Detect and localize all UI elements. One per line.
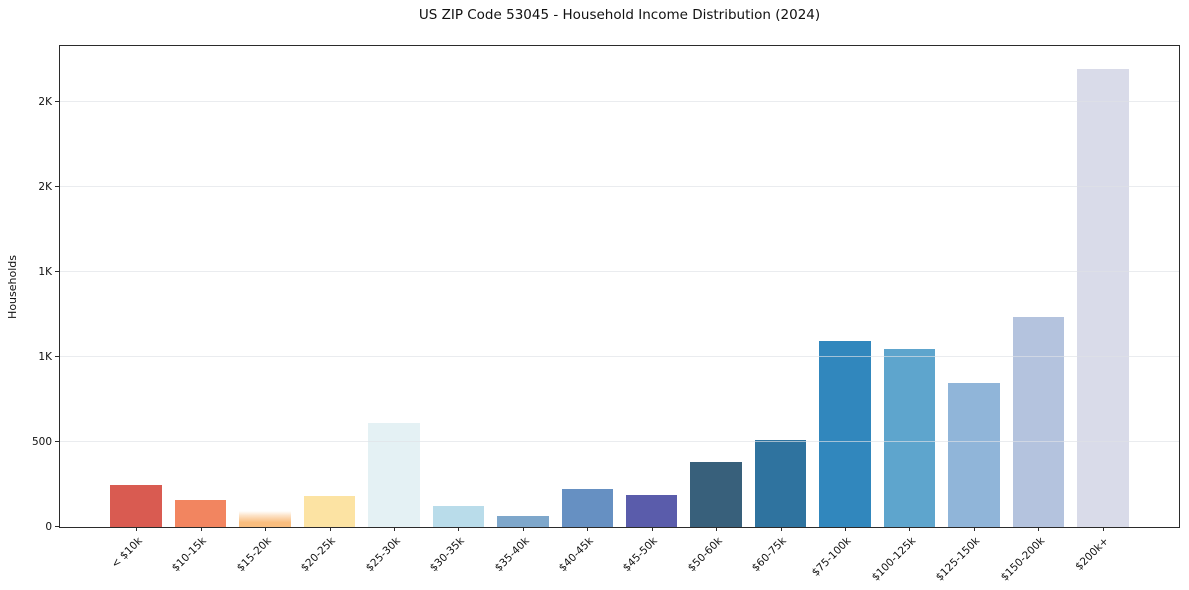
bar [754,440,807,527]
y-tick-mark [55,271,59,273]
bar [819,340,871,527]
bar-band: $150-200k [998,46,1070,584]
bar-band: < $10k [104,46,168,571]
x-tick-label: $40-45k [556,535,596,575]
x-tick-label: $30-35k [427,535,467,575]
bar [1077,68,1129,527]
bar-band: $25-30k [362,46,426,574]
x-tick-mark [780,527,782,531]
bar-band: $40-45k [555,46,619,574]
y-tick-mark [55,356,59,358]
x-tick-mark [1102,527,1104,531]
bar-band: $30-35k [426,46,490,574]
bars-row: < $10k $10-15k $15-20k $20-25k $25-30k $30-35… [60,46,1179,584]
x-tick-label: < $10k [109,535,145,571]
bar-band: $35-40k [491,46,555,574]
bar-band: $60-75k [748,46,812,574]
bar [239,510,291,527]
y-tick-label: 1K [38,351,52,364]
y-tick-mark [55,526,59,527]
bar [625,494,678,527]
bar-band: $45-50k [620,46,684,574]
bar [883,349,936,527]
y-tick-label: 1K [38,266,52,279]
y-tick-mark [55,441,59,443]
x-tick-label: $125-150k [933,535,983,584]
bar [432,505,485,527]
bar [497,515,549,527]
x-tick-mark [909,527,911,531]
bar [948,382,1000,527]
bar [303,495,356,527]
bar [690,461,742,527]
x-tick-label: $150-200k [998,535,1047,584]
x-tick-mark [845,527,847,531]
x-tick-label: $100-125k [869,535,918,584]
x-tick-mark [522,527,524,531]
x-tick-mark [393,527,395,531]
bar [110,485,162,527]
x-tick-label: $35-40k [492,535,532,575]
x-tick-label: $60-75k [749,535,790,575]
bar [561,488,614,527]
x-tick-label: $75-100k [809,535,854,579]
x-tick-label: $25-30k [363,535,403,575]
x-tick-mark [587,527,589,531]
x-tick-label: $20-25k [298,535,339,575]
y-tick-label: 0 [45,521,52,533]
x-tick-mark [1038,527,1040,531]
x-tick-mark [458,527,460,531]
x-tick-label: $45-50k [621,535,661,575]
y-tick-mark [55,186,59,188]
bar [1012,317,1065,527]
chart-title: US ZIP Code 53045 - Household Income Dis… [418,7,821,23]
y-tick-label: 500 [31,436,52,449]
y-axis-label-text: Households [5,254,19,319]
x-tick-mark [973,527,975,531]
bar-band: $50-60k [684,46,748,574]
x-tick-mark [651,527,653,531]
y-tick-label: 2K [38,181,52,194]
x-tick-mark [329,527,331,531]
x-tick-label: $15-20k [234,535,274,575]
bar-band: $125-150k [934,46,1006,584]
x-tick-label: $10-15k [170,535,210,575]
bar-band: $100-125k [869,46,941,584]
x-tick-label: $200k+ [1073,535,1112,573]
x-tick-mark [200,527,202,531]
x-tick-mark [716,527,718,531]
plot-area: < $10k $10-15k $15-20k $20-25k $25-30k $30-35… [32,45,1180,584]
bar-band: $20-25k [297,46,361,574]
bar-band: $200k+ [1071,46,1135,573]
bar [368,423,420,527]
y-tick-label: 2K [38,96,52,109]
x-tick-label: $50-60k [685,535,725,575]
x-tick-mark [265,527,267,531]
bar-band: $15-20k [233,46,297,574]
bar [174,499,227,527]
y-tick-mark [55,101,59,103]
x-tick-mark [136,527,138,531]
bar-band: $75-100k [810,46,877,579]
bar-band: $10-15k [168,46,232,574]
y-axis-label: Households [4,45,20,528]
